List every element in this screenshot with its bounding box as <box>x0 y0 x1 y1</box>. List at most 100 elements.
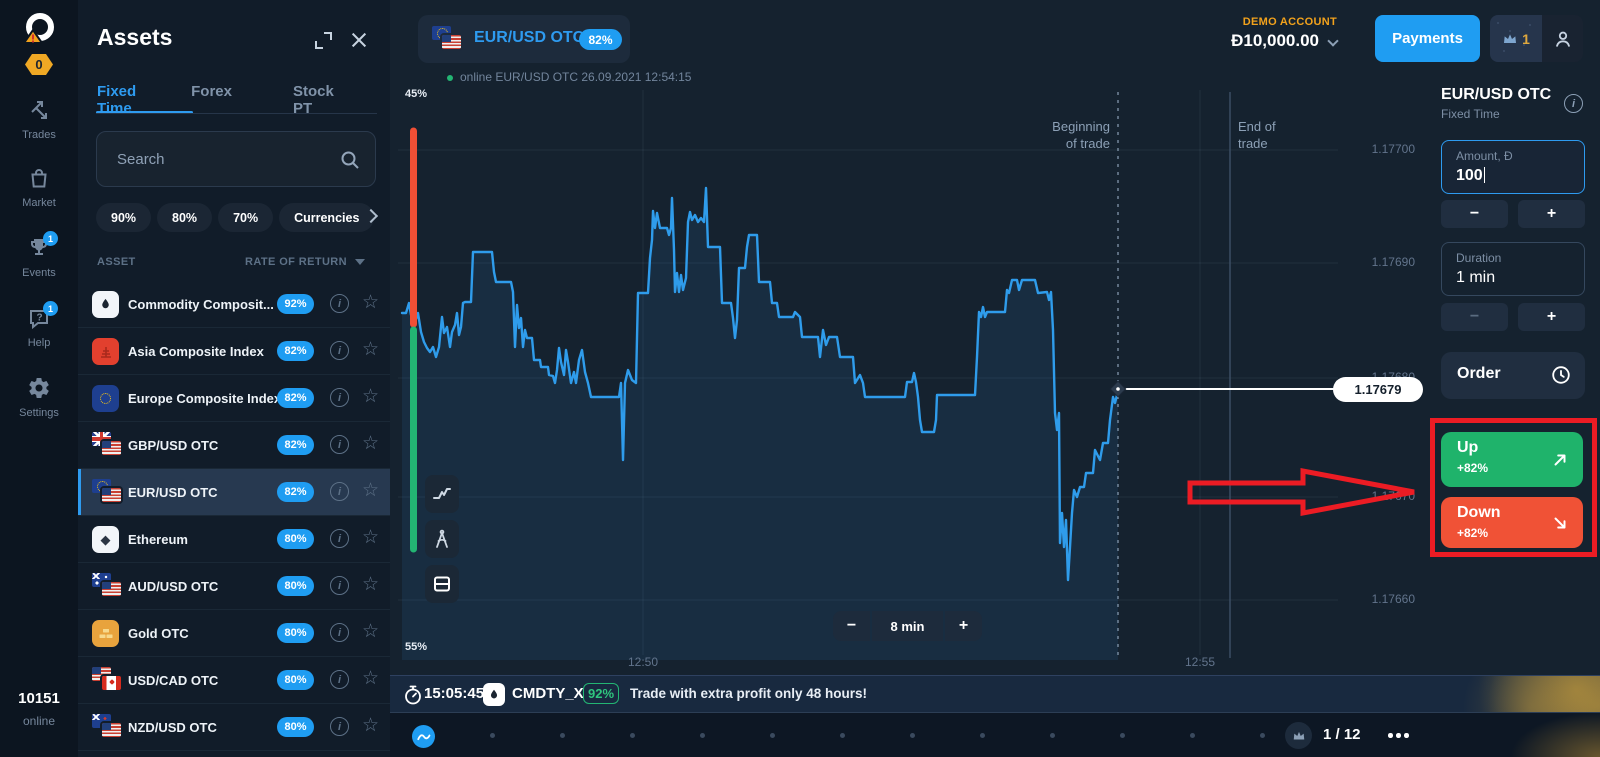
amount-input[interactable]: 100 <box>1456 167 1483 184</box>
info-icon[interactable]: i <box>1564 94 1583 113</box>
instrument-status: online EUR/USD OTC 26.09.2021 12:54:15 <box>460 70 692 84</box>
info-icon[interactable]: i <box>330 623 349 642</box>
zoom-in-button[interactable]: + <box>945 611 982 641</box>
column-rate-of-return[interactable]: RATE OF RETURN <box>245 256 347 268</box>
favorite-star-icon[interactable]: ☆ <box>362 480 380 501</box>
asset-rate-badge: 82% <box>277 388 314 408</box>
info-icon[interactable]: i <box>330 294 349 313</box>
amount-decrease-button[interactable]: − <box>1441 200 1508 228</box>
up-button[interactable]: Up +82% <box>1441 432 1583 487</box>
timeline-dot[interactable] <box>770 733 775 738</box>
amount-field[interactable]: Amount, Đ 100 <box>1441 140 1585 194</box>
favorite-star-icon[interactable]: ☆ <box>362 621 380 642</box>
duration-field[interactable]: Duration 1 min <box>1441 242 1585 296</box>
asset-row[interactable]: USD/CAD OTC 80% i ☆ <box>78 657 390 704</box>
more-menu-icon[interactable] <box>1388 733 1412 738</box>
asset-row[interactable]: Gold OTC 80% i ☆ <box>78 610 390 657</box>
payments-button[interactable]: Payments <box>1375 15 1480 62</box>
profile-button[interactable] <box>1542 15 1583 62</box>
info-icon[interactable]: i <box>330 341 349 360</box>
timeline-dot[interactable] <box>1260 733 1265 738</box>
search-input[interactable] <box>115 132 335 186</box>
duration-decrease-button[interactable]: − <box>1441 303 1508 331</box>
filter-chip[interactable]: 80% <box>157 203 213 232</box>
favorite-star-icon[interactable]: ☆ <box>362 715 380 736</box>
clock-icon <box>1552 366 1570 384</box>
asset-row[interactable]: NZD/USD OTC 80% i ☆ <box>78 704 390 751</box>
filter-chips: 90% 80% 70% Currencies <box>96 203 375 232</box>
info-icon[interactable]: i <box>330 529 349 548</box>
account-switcher[interactable]: DEMO ACCOUNT Đ10,000.00 <box>1185 16 1339 51</box>
online-status-dot <box>447 75 453 81</box>
timeline-dot[interactable] <box>630 733 635 738</box>
favorite-star-icon[interactable]: ☆ <box>362 527 380 548</box>
info-icon[interactable]: i <box>330 670 349 689</box>
sort-caret-icon[interactable] <box>355 259 365 265</box>
info-icon[interactable]: i <box>330 576 349 595</box>
down-button[interactable]: Down +82% <box>1441 497 1583 548</box>
order-button[interactable]: Order <box>1441 352 1585 399</box>
close-panel-icon[interactable] <box>350 31 368 49</box>
timeline-dot[interactable] <box>910 733 915 738</box>
promo-pager-icon[interactable] <box>1285 722 1312 749</box>
drawing-tools-button[interactable] <box>425 520 459 558</box>
favorite-star-icon[interactable]: ☆ <box>362 668 380 689</box>
assets-panel: Assets Fixed Time Forex Stock PT 90%80%7… <box>78 0 390 757</box>
duration-increase-button[interactable]: + <box>1518 303 1585 331</box>
chart-type-button[interactable] <box>425 475 459 513</box>
timeline-dot[interactable] <box>1050 733 1055 738</box>
asset-list: Commodity Composit... 92% i ☆ Asia Composite… <box>78 281 390 751</box>
timeline-dot[interactable] <box>490 733 495 738</box>
live-feed-button[interactable] <box>412 725 435 748</box>
asset-row[interactable]: ◆ Ethereum 80% i ☆ <box>78 516 390 563</box>
sidebar-item-events[interactable]: 1 Events <box>0 231 78 279</box>
price-chart[interactable] <box>390 60 1600 675</box>
chevron-right-icon[interactable] <box>366 209 376 225</box>
sidebar-item-trades[interactable]: Trades <box>0 98 78 141</box>
timeline-dot[interactable] <box>840 733 845 738</box>
tab-stock-pt[interactable]: Stock PT <box>293 83 334 117</box>
filter-chip[interactable]: 70% <box>218 203 274 232</box>
info-icon[interactable]: i <box>330 388 349 407</box>
timeline-dot[interactable] <box>560 733 565 738</box>
timeline-dot[interactable] <box>700 733 705 738</box>
trader-level-button[interactable]: 1 <box>1490 15 1542 62</box>
favorite-star-icon[interactable]: ☆ <box>362 386 380 407</box>
asset-row[interactable]: Asia Composite Index 82% i ☆ <box>78 328 390 375</box>
annotation-arrow <box>1187 467 1415 517</box>
asset-row[interactable]: Commodity Composit... 92% i ☆ <box>78 281 390 328</box>
filter-chip[interactable]: 90% <box>96 203 152 232</box>
asset-rate-badge: 80% <box>277 529 314 549</box>
trader-level-count: 1 <box>1522 30 1530 47</box>
collapse-panel-icon[interactable] <box>315 32 332 49</box>
sidebar-item-market[interactable]: Market <box>0 166 78 209</box>
tab-forex[interactable]: Forex <box>191 83 232 100</box>
info-icon[interactable]: i <box>330 435 349 454</box>
promo-banner[interactable]: 15:05:45 CMDTY_X 92% Trade with extra pr… <box>390 675 1600 713</box>
timeline-dot[interactable] <box>1190 733 1195 738</box>
info-icon[interactable]: i <box>330 717 349 736</box>
amount-increase-button[interactable]: + <box>1518 200 1585 228</box>
account-type-label: DEMO ACCOUNT <box>1242 16 1337 28</box>
promo-asset-name: CMDTY_X <box>512 685 584 702</box>
instrument-tab[interactable]: EUR/USD OTC 82% <box>418 15 630 63</box>
favorite-star-icon[interactable]: ☆ <box>362 339 380 360</box>
asset-row[interactable]: GBP/USD OTC 82% i ☆ <box>78 422 390 469</box>
timeline-dot[interactable] <box>1120 733 1125 738</box>
favorite-star-icon[interactable]: ☆ <box>362 433 380 454</box>
favorite-star-icon[interactable]: ☆ <box>362 292 380 313</box>
info-icon[interactable]: i <box>330 482 349 501</box>
asset-row[interactable]: EUR/USD OTC 82% i ☆ <box>78 469 390 516</box>
layout-button[interactable] <box>425 565 459 603</box>
asset-row[interactable]: Europe Composite Index 82% i ☆ <box>78 375 390 422</box>
filter-chip[interactable]: Currencies <box>279 203 375 232</box>
sidebar-item-help[interactable]: 1 ? Help <box>0 301 78 349</box>
app-logo-icon[interactable] <box>18 10 60 56</box>
favorite-star-icon[interactable]: ☆ <box>362 574 380 595</box>
level-badge[interactable]: 0 <box>25 54 53 75</box>
help-badge: 1 <box>43 301 58 316</box>
timeline-dot[interactable] <box>980 733 985 738</box>
asset-row[interactable]: AUD/USD OTC 80% i ☆ <box>78 563 390 610</box>
zoom-out-button[interactable]: − <box>833 611 870 641</box>
sidebar-item-settings[interactable]: Settings <box>0 376 78 419</box>
